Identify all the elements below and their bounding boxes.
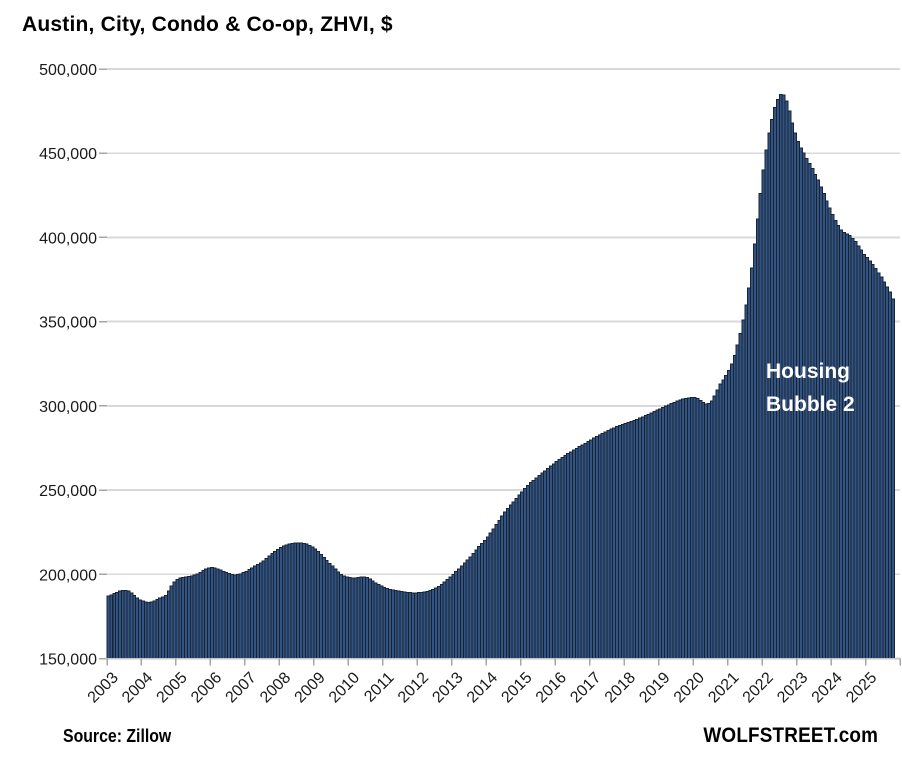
wolfstreet-logo-text: WOLFSTREET.com xyxy=(703,724,878,747)
x-axis-label: 2017 xyxy=(567,669,604,706)
x-axis-label: 2007 xyxy=(223,669,260,706)
x-axis-label: 2023 xyxy=(774,669,811,706)
chart-title: Austin, City, Condo & Co-op, ZHVI, $ xyxy=(22,13,393,36)
x-axis-label: 2021 xyxy=(705,669,742,706)
annotation-line-1: Housing xyxy=(766,360,850,383)
x-axis-label: 2016 xyxy=(533,669,570,706)
x-axis-label: 2020 xyxy=(671,669,708,706)
x-axis-label: 2011 xyxy=(361,669,397,705)
y-axis-label: 250,000 xyxy=(39,483,97,500)
x-axis-label: 2009 xyxy=(292,669,329,706)
x-axis-label: 2025 xyxy=(843,669,880,706)
x-axis-label: 2022 xyxy=(740,669,777,706)
annotation-line-2: Bubble 2 xyxy=(766,393,855,416)
source-credit: Source: Zillow xyxy=(63,726,172,746)
y-axis-label: 350,000 xyxy=(39,315,97,332)
y-axis-label: 450,000 xyxy=(39,146,97,163)
bars-group xyxy=(106,93,895,660)
x-axis-label: 2010 xyxy=(326,669,363,706)
x-axis-label: 2012 xyxy=(395,669,432,706)
x-axis-label: 2008 xyxy=(257,669,294,706)
x-axis-label: 2015 xyxy=(498,669,535,706)
y-axis-label: 150,000 xyxy=(39,652,97,669)
y-axis-label: 200,000 xyxy=(39,567,97,584)
y-axis-label: 500,000 xyxy=(39,62,97,79)
x-axis-label: 2014 xyxy=(464,669,501,706)
housing-bubble-annotation: Housing Bubble 2 xyxy=(766,355,855,421)
bar xyxy=(890,298,895,659)
x-axis-label: 2003 xyxy=(85,669,122,706)
y-axis-label: 300,000 xyxy=(39,399,97,416)
y-axis-label: 400,000 xyxy=(39,230,97,247)
x-axis-label: 2004 xyxy=(119,669,156,706)
x-axis-label: 2018 xyxy=(602,669,639,706)
x-axis-label: 2019 xyxy=(636,669,673,706)
x-axis-label: 2013 xyxy=(429,669,466,706)
x-axis-label: 2024 xyxy=(809,669,846,706)
x-axis-label: 2005 xyxy=(154,669,191,706)
x-axis-label: 2006 xyxy=(188,669,225,706)
